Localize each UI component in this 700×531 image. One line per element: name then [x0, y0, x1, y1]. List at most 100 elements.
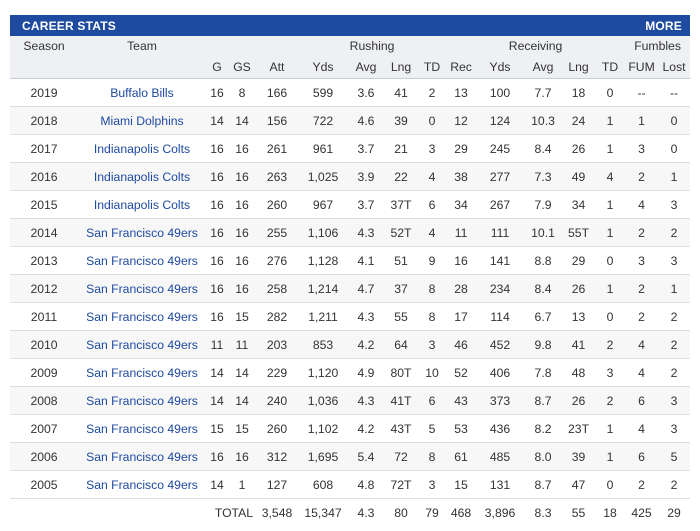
stat-cell-rush-td: 6 — [418, 190, 447, 219]
team-link[interactable]: San Francisco 49ers — [78, 246, 206, 275]
stat-cell-rush-avg: 4.3 — [348, 302, 384, 331]
team-link[interactable]: San Francisco 49ers — [78, 386, 206, 415]
stat-cell-rec-avg: 7.9 — [524, 190, 563, 219]
stat-cell-rec-avg: 8.2 — [524, 414, 563, 443]
team-link[interactable]: San Francisco 49ers — [78, 330, 206, 359]
total-cell-rec-avg: 8.3 — [524, 498, 563, 526]
stat-cell-rush-yds: 1,211 — [298, 302, 348, 331]
stat-cell-rush-avg: 4.2 — [348, 330, 384, 359]
stat-cell-rec-yds: 141 — [476, 246, 525, 275]
team-link[interactable]: Indianapolis Colts — [78, 162, 206, 191]
team-link[interactable]: Indianapolis Colts — [78, 190, 206, 219]
stat-cell-gs: 11 — [228, 330, 256, 359]
stat-cell-rec: 15 — [446, 470, 477, 499]
team-link[interactable]: San Francisco 49ers — [78, 470, 206, 499]
stat-cell-rec-avg: 6.7 — [524, 302, 563, 331]
stat-cell-rush-avg: 3.6 — [348, 78, 384, 107]
stat-cell-rec-yds: 267 — [476, 190, 525, 219]
stat-cell-gs: 16 — [228, 442, 256, 471]
stat-cell-rec: 43 — [446, 386, 477, 415]
col-header-rec-lng: Lng — [562, 56, 596, 79]
stat-cell-rush-yds: 853 — [298, 330, 348, 359]
total-spacer — [10, 498, 206, 526]
stat-cell-rec-avg: 9.8 — [524, 330, 563, 359]
team-link[interactable]: San Francisco 49ers — [78, 218, 206, 247]
stat-cell-rec-lng: 39 — [562, 442, 596, 471]
stat-cell-rush-att: 276 — [256, 246, 298, 275]
stat-cell-rush-td: 3 — [418, 470, 447, 499]
team-link[interactable]: Miami Dolphins — [78, 106, 206, 135]
team-link[interactable]: Indianapolis Colts — [78, 134, 206, 163]
rushing-header: Rushing — [298, 36, 447, 56]
stat-cell-fum: -- — [625, 78, 659, 107]
stat-cell-rush-avg: 4.3 — [348, 386, 384, 415]
stat-cell-gs: 16 — [228, 134, 256, 163]
receiving-header: Receiving — [446, 36, 626, 56]
stat-cell-rush-td: 2 — [418, 78, 447, 107]
table-row: 2016 Indianapolis Colts 16 16 263 1,025 3.9 22 4… — [10, 162, 691, 191]
stat-cell-rush-att: 166 — [256, 78, 298, 107]
team-link[interactable]: San Francisco 49ers — [78, 302, 206, 331]
total-cell-fum: 425 — [625, 498, 659, 526]
stat-cell-rush-lng: 51 — [384, 246, 418, 275]
stat-cell-rush-avg: 3.7 — [348, 190, 384, 219]
stat-cell-rush-lng: 72T — [384, 470, 418, 499]
stat-cell-rec-avg: 8.0 — [524, 442, 563, 471]
team-link[interactable]: San Francisco 49ers — [78, 442, 206, 471]
stat-cell-rush-lng: 64 — [384, 330, 418, 359]
stat-cell-rec-yds: 100 — [476, 78, 525, 107]
stat-cell-lost: 2 — [658, 358, 691, 387]
stat-cell-rec-yds: 114 — [476, 302, 525, 331]
table-row: 2008 San Francisco 49ers 14 14 240 1,036 4.3 41… — [10, 386, 691, 415]
stat-cell-rush-lng: 72 — [384, 442, 418, 471]
total-cell-rush-att: 3,548 — [256, 498, 298, 526]
column-header-row: G GS Att Yds Avg Lng TD Rec Yds Avg Lng TD FUM Lost — [10, 56, 691, 79]
stat-cell-g: 16 — [206, 218, 228, 247]
stat-cell-rush-att: 261 — [256, 134, 298, 163]
stat-cell-fum: 2 — [625, 302, 659, 331]
stat-cell-rush-yds: 722 — [298, 106, 348, 135]
stat-cell-rush-lng: 80T — [384, 358, 418, 387]
team-link[interactable]: San Francisco 49ers — [78, 274, 206, 303]
table-row: 2019 Buffalo Bills 16 8 166 599 3.6 41 2 13 100 7.7… — [10, 78, 691, 107]
total-row: TOTAL 3,548 15,347 4.3 80 79 468 3,896 8.3 55 18 42… — [10, 498, 691, 526]
stat-cell-rush-lng: 37 — [384, 274, 418, 303]
season-cell: 2015 — [10, 190, 78, 219]
stat-cell-rec-avg: 10.3 — [524, 106, 563, 135]
col-header-rec-td: TD — [595, 56, 626, 79]
stat-cell-gs: 16 — [228, 246, 256, 275]
stat-cell-gs: 16 — [228, 190, 256, 219]
stat-cell-rec-avg: 7.7 — [524, 78, 563, 107]
team-link[interactable]: San Francisco 49ers — [78, 414, 206, 443]
more-link[interactable]: MORE — [645, 18, 682, 33]
stat-cell-rush-att: 258 — [256, 274, 298, 303]
season-cell: 2014 — [10, 218, 78, 247]
stat-cell-gs: 14 — [228, 106, 256, 135]
total-cell-rec: 468 — [446, 498, 477, 526]
stat-cell-rec-lng: 23T — [562, 414, 596, 443]
team-link[interactable]: Buffalo Bills — [78, 78, 206, 107]
total-cell-rec-td: 18 — [595, 498, 626, 526]
stat-cell-rush-att: 263 — [256, 162, 298, 191]
stat-cell-rush-avg: 4.7 — [348, 274, 384, 303]
stat-cell-gs: 14 — [228, 358, 256, 387]
stat-cell-fum: 2 — [625, 218, 659, 247]
total-cell-rush-lng: 80 — [384, 498, 418, 526]
stat-cell-rec: 13 — [446, 78, 477, 107]
stat-cell-rush-att: 260 — [256, 190, 298, 219]
stat-cell-gs: 15 — [228, 302, 256, 331]
stat-cell-rush-td: 0 — [418, 106, 447, 135]
stat-cell-rec: 34 — [446, 190, 477, 219]
stat-cell-rec-lng: 55T — [562, 218, 596, 247]
season-cell: 2012 — [10, 274, 78, 303]
stat-cell-fum: 4 — [625, 358, 659, 387]
stat-cell-lost: 1 — [658, 274, 691, 303]
table-row: 2014 San Francisco 49ers 16 16 255 1,106 4.3 52… — [10, 218, 691, 247]
stat-cell-fum: 1 — [625, 106, 659, 135]
stat-cell-g: 14 — [206, 470, 228, 499]
stat-cell-lost: 3 — [658, 246, 691, 275]
stat-cell-fum: 6 — [625, 442, 659, 471]
team-link[interactable]: San Francisco 49ers — [78, 358, 206, 387]
stat-cell-rec-yds: 111 — [476, 218, 525, 247]
table-row: 2009 San Francisco 49ers 14 14 229 1,120 4.9 80… — [10, 358, 691, 387]
